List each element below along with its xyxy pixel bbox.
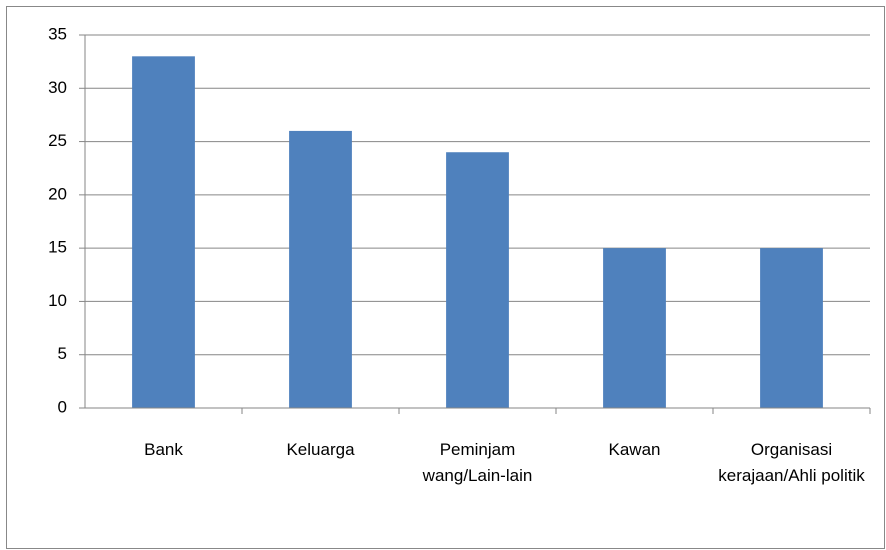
bar bbox=[132, 56, 195, 409]
x-tick-label: Peminjam wang/Lain-lain bbox=[422, 440, 533, 485]
x-tick-label: Kawan bbox=[608, 440, 661, 459]
y-tick-label: 20 bbox=[48, 184, 67, 203]
bar bbox=[446, 152, 509, 408]
chart-border bbox=[6, 6, 885, 549]
y-tick-label: 5 bbox=[58, 344, 67, 363]
bar bbox=[603, 248, 666, 408]
x-tick-label: Keluarga bbox=[286, 440, 355, 459]
y-tick-label: 25 bbox=[48, 131, 67, 150]
y-tick-label: 15 bbox=[48, 238, 67, 257]
bar bbox=[289, 130, 352, 408]
x-tick-label: Bank bbox=[144, 440, 183, 459]
x-tick-label: Organisasi kerajaan/Ahli politik bbox=[718, 440, 865, 485]
bar bbox=[760, 248, 823, 408]
y-tick-label: 35 bbox=[48, 24, 67, 43]
y-tick-label: 30 bbox=[48, 78, 67, 97]
y-tick-label: 10 bbox=[48, 291, 67, 310]
y-tick-label: 0 bbox=[58, 397, 67, 416]
